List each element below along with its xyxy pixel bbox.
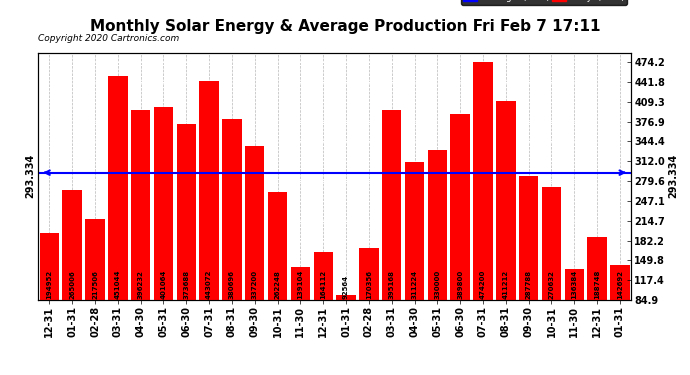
Bar bbox=[131, 110, 150, 352]
Text: 389800: 389800 bbox=[457, 270, 463, 299]
Text: 164112: 164112 bbox=[320, 270, 326, 299]
Bar bbox=[222, 119, 242, 352]
Text: 262248: 262248 bbox=[275, 270, 281, 299]
Bar bbox=[564, 268, 584, 352]
Text: 396232: 396232 bbox=[137, 270, 144, 299]
Bar bbox=[268, 192, 287, 352]
Bar bbox=[405, 162, 424, 352]
Text: Monthly Solar Energy & Average Production Fri Feb 7 17:11: Monthly Solar Energy & Average Productio… bbox=[90, 19, 600, 34]
Text: 401064: 401064 bbox=[161, 270, 166, 299]
Text: 330000: 330000 bbox=[434, 270, 440, 299]
Text: 311224: 311224 bbox=[411, 270, 417, 299]
Text: 395168: 395168 bbox=[388, 270, 395, 299]
Text: 136384: 136384 bbox=[571, 270, 578, 299]
Bar bbox=[63, 190, 82, 352]
Bar bbox=[108, 76, 128, 352]
Text: 411212: 411212 bbox=[503, 270, 509, 299]
Bar bbox=[451, 114, 470, 352]
Bar bbox=[519, 176, 538, 352]
Bar bbox=[359, 248, 379, 352]
Bar bbox=[542, 186, 561, 352]
Y-axis label: 293.334: 293.334 bbox=[25, 154, 35, 198]
Bar bbox=[336, 296, 356, 352]
Text: 451044: 451044 bbox=[115, 270, 121, 299]
Text: 188748: 188748 bbox=[594, 270, 600, 299]
Text: 92564: 92564 bbox=[343, 275, 349, 299]
Bar bbox=[39, 233, 59, 352]
Legend: Average  (kWh), Daily  (kWh): Average (kWh), Daily (kWh) bbox=[461, 0, 627, 4]
Bar bbox=[290, 267, 310, 352]
Bar bbox=[428, 150, 447, 352]
Text: 265006: 265006 bbox=[69, 270, 75, 299]
Bar bbox=[86, 219, 105, 352]
Bar bbox=[313, 252, 333, 352]
Text: 142692: 142692 bbox=[617, 270, 623, 299]
Bar bbox=[496, 100, 515, 352]
Text: 337200: 337200 bbox=[252, 270, 258, 299]
Text: 194952: 194952 bbox=[46, 270, 52, 299]
Text: Copyright 2020 Cartronics.com: Copyright 2020 Cartronics.com bbox=[38, 34, 179, 43]
Text: 217506: 217506 bbox=[92, 270, 98, 299]
Text: 380696: 380696 bbox=[229, 270, 235, 299]
Bar bbox=[199, 81, 219, 352]
Bar bbox=[610, 265, 630, 352]
Bar bbox=[473, 62, 493, 352]
Text: 474200: 474200 bbox=[480, 270, 486, 299]
Text: 139104: 139104 bbox=[297, 270, 304, 299]
Bar bbox=[245, 146, 264, 352]
Bar bbox=[177, 123, 196, 352]
Bar bbox=[382, 111, 402, 352]
Y-axis label: 293.334: 293.334 bbox=[668, 154, 678, 198]
Bar bbox=[587, 237, 607, 352]
Text: 270632: 270632 bbox=[549, 270, 555, 299]
Text: 170356: 170356 bbox=[366, 270, 372, 299]
Text: 287788: 287788 bbox=[526, 270, 532, 299]
Text: 373688: 373688 bbox=[184, 270, 189, 299]
Text: 443072: 443072 bbox=[206, 270, 212, 299]
Bar bbox=[154, 107, 173, 352]
